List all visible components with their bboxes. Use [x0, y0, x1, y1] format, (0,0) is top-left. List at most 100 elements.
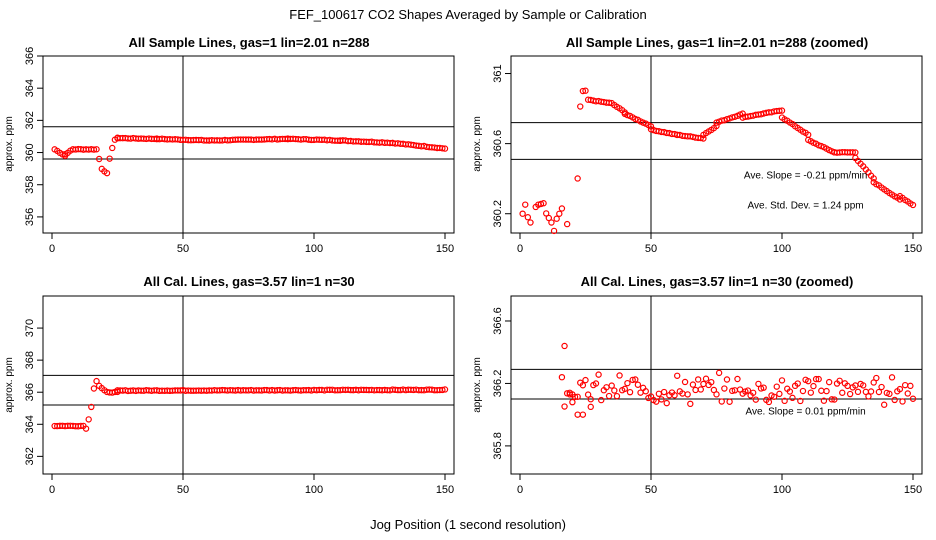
data-point [713, 391, 720, 398]
data-point [582, 87, 589, 94]
data-point [907, 382, 914, 390]
data-point [909, 201, 917, 209]
data-point [846, 390, 854, 398]
plot-frame [42, 295, 455, 475]
data-point [776, 107, 783, 115]
data-point [896, 385, 904, 393]
panel-title: All Sample Lines, gas=1 lin=2.01 n=288 (… [566, 35, 868, 50]
x-tick-label: 100 [773, 243, 791, 255]
data-point [584, 391, 592, 398]
data-point [569, 398, 576, 406]
data-point [823, 387, 830, 395]
data-point [85, 416, 92, 423]
data-point [671, 392, 678, 399]
y-tick-label: 364 [24, 79, 36, 97]
annotation-text: Ave. Slope = -0.21 ppm/min [744, 171, 868, 182]
data-point [579, 411, 587, 418]
data-point [880, 401, 888, 408]
data-point [684, 391, 691, 398]
y-tick-label: 366 [24, 47, 36, 65]
plot-frame [42, 55, 455, 234]
data-point [870, 175, 877, 182]
data-point [519, 210, 526, 217]
data-point [579, 382, 587, 389]
data-point [681, 378, 689, 386]
data-point [95, 155, 103, 163]
data-point [658, 396, 665, 403]
panel-cal-lines-zoomed: All Cal. Lines, gas=3.57 lin=1 n=30 (zoo… [472, 274, 923, 496]
panel-sample-lines: All Sample Lines, gas=1 lin=2.01 n=288 a… [4, 35, 455, 255]
panel-title: All Sample Lines, gas=1 lin=2.01 n=288 [129, 35, 370, 50]
panel-cal-lines: All Cal. Lines, gas=3.57 lin=1 n=30 appr… [4, 274, 455, 496]
data-point [810, 382, 817, 390]
data-point [90, 146, 98, 153]
data-point [807, 389, 815, 396]
y-tick-label: 365.8 [492, 432, 504, 460]
data-point [611, 387, 618, 394]
data-point [624, 379, 631, 387]
data-point [815, 375, 822, 383]
data-point [88, 403, 95, 411]
data-point [608, 382, 615, 389]
data-point [776, 390, 783, 398]
data-point [592, 380, 600, 387]
data-point [537, 200, 545, 208]
data-point [794, 380, 801, 387]
data-point [441, 386, 449, 393]
data-point [687, 400, 694, 408]
data-point [571, 393, 579, 401]
y-axis-label: approx. ppm [4, 116, 15, 172]
data-point [723, 376, 731, 383]
data-point [598, 396, 605, 404]
data-point [561, 403, 568, 410]
data-point [886, 390, 893, 398]
plot-frame [510, 55, 923, 234]
data-point [899, 398, 906, 405]
data-point [550, 227, 558, 235]
data-point [109, 144, 116, 152]
data-point [797, 397, 804, 405]
data-point [715, 369, 723, 377]
x-tick-label: 50 [645, 243, 657, 255]
data-point [749, 389, 757, 396]
data-point [729, 387, 736, 395]
data-point [726, 398, 733, 405]
x-tick-label: 150 [904, 484, 922, 496]
x-tick-label: 50 [177, 243, 189, 255]
data-point [103, 169, 111, 177]
data-point [901, 381, 909, 389]
data-point [755, 380, 762, 388]
data-point [839, 389, 846, 396]
data-point [540, 200, 547, 207]
data-point [875, 388, 883, 396]
data-point [642, 388, 649, 395]
data-point [582, 376, 589, 384]
x-tick-label: 0 [49, 243, 55, 255]
data-point [799, 387, 807, 395]
data-point [660, 388, 668, 396]
data-point [778, 107, 786, 114]
data-point [524, 214, 532, 221]
data-point [697, 386, 704, 393]
y-tick-label: 358 [24, 176, 36, 194]
plot-frame [510, 295, 923, 475]
data-point [812, 375, 820, 383]
data-point [836, 377, 843, 384]
annotation-text: Ave. Slope = 0.01 ppm/min [745, 407, 865, 418]
data-point [577, 103, 584, 110]
data-point [820, 397, 828, 404]
data-point [106, 155, 113, 162]
x-tick-label: 0 [49, 484, 55, 496]
data-point [93, 146, 100, 153]
data-point [587, 396, 594, 403]
data-point [616, 372, 623, 379]
figure-x-label: Jog Position (1 second resolution) [370, 517, 566, 532]
x-tick-label: 0 [517, 243, 523, 255]
data-point [655, 390, 663, 398]
data-point [626, 388, 634, 396]
data-point [553, 215, 560, 222]
data-point [689, 381, 697, 388]
data-point [605, 392, 613, 400]
data-point [439, 386, 446, 394]
data-point [579, 87, 587, 95]
